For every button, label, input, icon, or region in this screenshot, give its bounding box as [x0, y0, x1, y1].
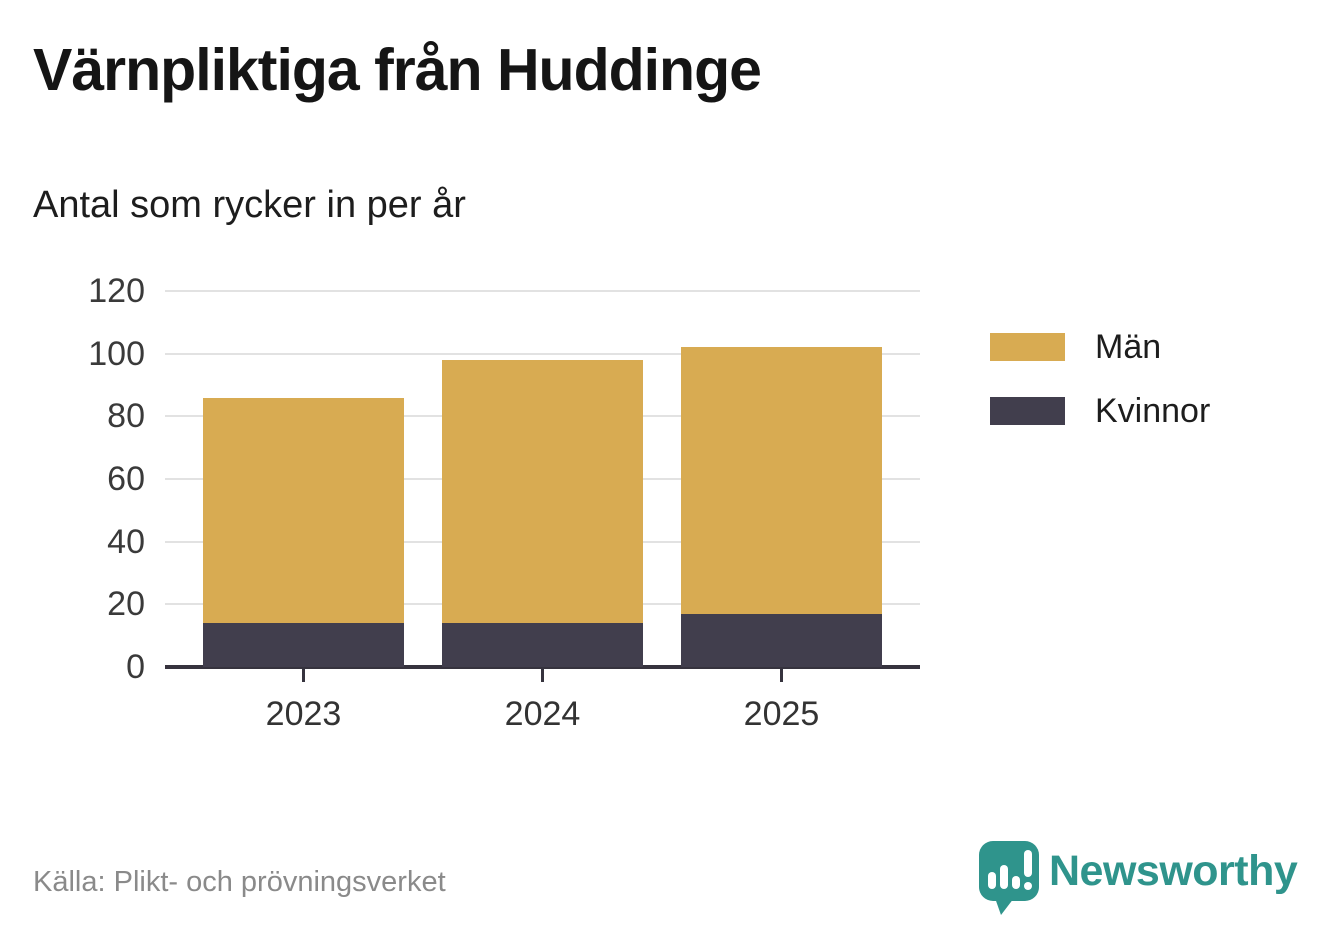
- x-tick-2023: [302, 669, 305, 682]
- x-axis-labels: 2023 2024 2025: [165, 695, 920, 740]
- y-tick-label-100: 100: [88, 334, 145, 373]
- y-tick-label-0: 0: [126, 648, 145, 686]
- y-tick-label-80: 80: [107, 397, 145, 436]
- bar-2025-män: [681, 347, 882, 614]
- bar-2023-kvinnor: [203, 623, 404, 667]
- x-tick-label-2023: 2023: [265, 695, 342, 733]
- x-tick-label-2025: 2025: [743, 695, 820, 733]
- gridline-100: [165, 352, 920, 355]
- bar-2024-män: [442, 359, 643, 624]
- brand-wordmark: Newsworthy: [1049, 847, 1298, 895]
- chart-title: Värnpliktiga från Huddinge: [33, 37, 762, 103]
- x-tick-2025: [780, 669, 783, 682]
- chart-subtitle: Antal som rycker in per år: [33, 184, 466, 226]
- legend-item-män: Män: [990, 330, 1210, 364]
- legend-label-män: Män: [1095, 328, 1162, 366]
- legend-label-kvinnor: Kvinnor: [1095, 392, 1211, 430]
- x-axis-line: [165, 665, 920, 669]
- legend: Män Kvinnor: [990, 330, 1210, 428]
- chart-area: 0 20 40 60 80 100 120 2023 2024 2025: [0, 270, 940, 750]
- y-tick-label-40: 40: [107, 522, 145, 561]
- plot-area: [165, 290, 920, 682]
- brand-logo: Newsworthy: [978, 840, 1298, 916]
- y-axis-labels: 0 20 40 60 80 100 120: [0, 272, 145, 686]
- legend-swatch-kvinnor: [990, 397, 1065, 425]
- y-tick-label-20: 20: [107, 585, 145, 624]
- y-tick-label-60: 60: [107, 460, 145, 498]
- newsworthy-logo-icon: [979, 841, 1039, 915]
- y-tick-label-120: 120: [88, 272, 145, 310]
- bar-2024-kvinnor: [442, 623, 643, 667]
- legend-swatch-män: [990, 333, 1065, 361]
- x-tick-2024: [541, 669, 544, 682]
- legend-item-kvinnor: Kvinnor: [990, 394, 1210, 428]
- source-note: Källa: Plikt- och prövningsverket: [33, 866, 446, 898]
- bar-2025-kvinnor: [681, 613, 882, 667]
- x-tick-label-2024: 2024: [504, 695, 581, 733]
- gridline-120: [165, 290, 920, 292]
- bar-2023-män: [203, 397, 404, 624]
